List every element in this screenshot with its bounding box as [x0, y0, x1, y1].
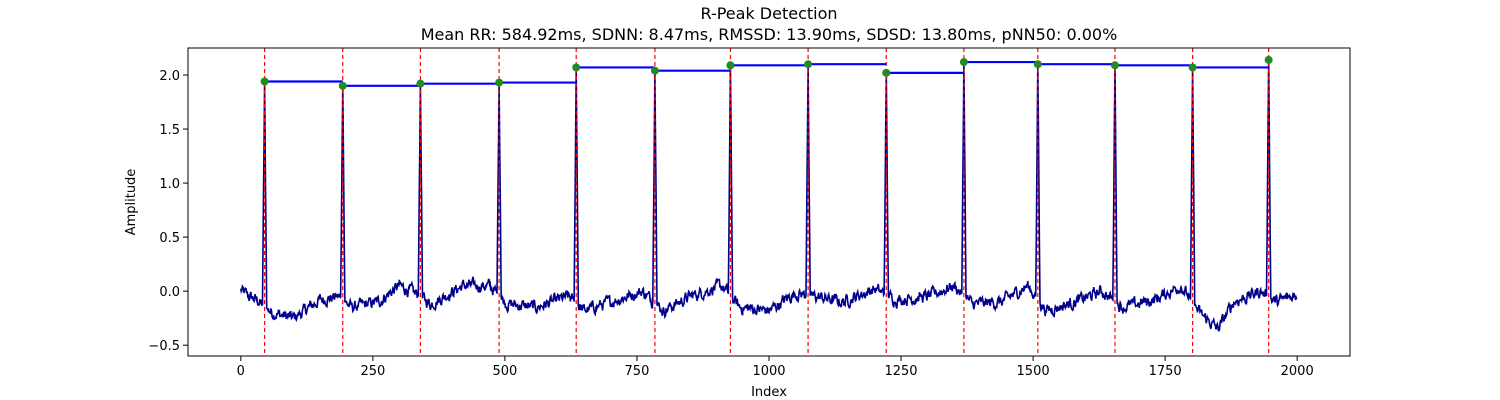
r-peak-point: [1033, 60, 1042, 69]
x-tick-label: 1000: [752, 364, 785, 379]
r-peak-point: [338, 81, 347, 90]
x-tick-label: 1500: [1017, 364, 1050, 379]
ecg-signal-line: [240, 59, 1298, 332]
r-peak-point: [495, 78, 504, 87]
x-tick-label: 1250: [884, 364, 917, 379]
x-axis-label: Index: [751, 385, 787, 400]
chart-title: R-Peak Detection: [700, 4, 837, 23]
y-tick-label: 0.5: [159, 231, 180, 246]
plot-area: [240, 48, 1298, 356]
r-peak-point: [416, 79, 425, 88]
x-tick-label: 250: [360, 364, 385, 379]
x-tick-label: 500: [492, 364, 517, 379]
x-tick-label: 2000: [1281, 364, 1314, 379]
y-axis-label: Amplitude: [124, 169, 139, 236]
r-peak-point: [650, 66, 659, 75]
y-axis: −0.5 0.0 0.5 1.0 1.5 2.0: [148, 69, 188, 354]
r-peak-point: [260, 77, 269, 86]
r-peak-point: [959, 58, 968, 67]
y-tick-label: 1.5: [159, 123, 180, 138]
y-tick-label: 2.0: [159, 69, 180, 84]
x-tick-label: 0: [237, 364, 245, 379]
r-peak-point: [1188, 63, 1197, 72]
r-peak-point: [726, 61, 735, 70]
r-peak-point: [1110, 61, 1119, 70]
chart-subtitle: Mean RR: 584.92ms, SDNN: 8.47ms, RMSSD: …: [421, 25, 1118, 44]
y-tick-label: −0.5: [148, 339, 180, 354]
r-peak-point: [1264, 55, 1273, 64]
r-peak-point: [804, 60, 813, 69]
x-tick-label: 750: [625, 364, 650, 379]
x-axis: 0 250 500 750 1000 1250 1500 1750 2000: [237, 356, 1314, 379]
x-tick-label: 1750: [1149, 364, 1182, 379]
r-peak-point: [882, 68, 891, 77]
y-tick-label: 1.0: [159, 177, 180, 192]
y-tick-label: 0.0: [159, 285, 180, 300]
r-peak-point: [572, 63, 581, 72]
